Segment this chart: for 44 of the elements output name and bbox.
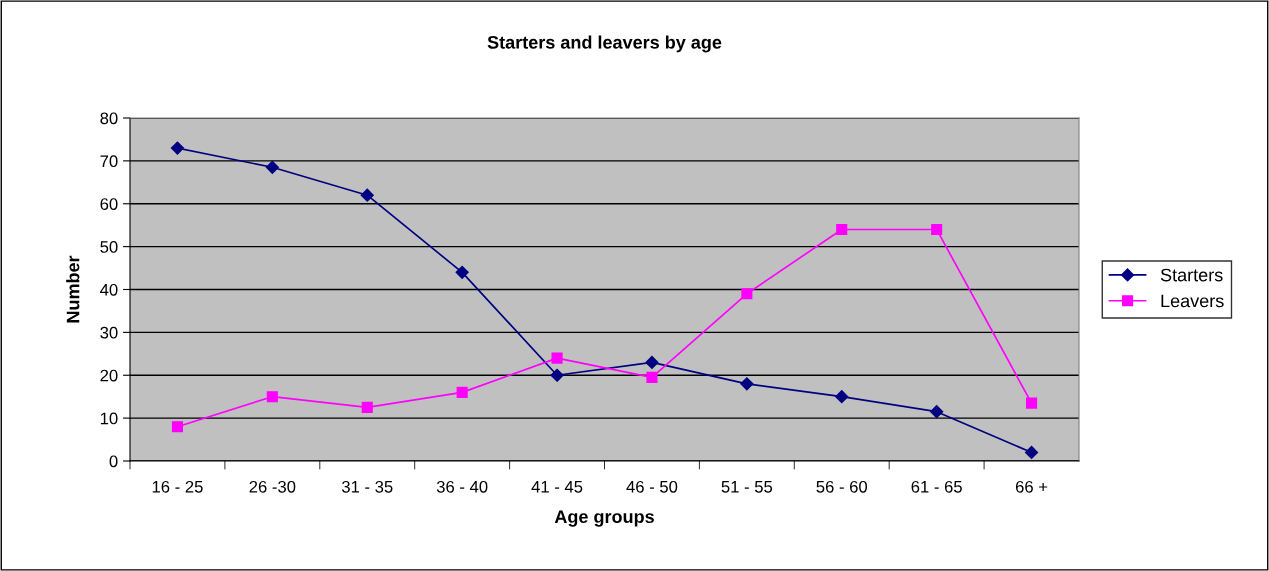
point — [266, 391, 278, 403]
point — [171, 421, 184, 433]
point — [835, 390, 849, 404]
point — [360, 188, 374, 202]
y-tick-label: 40 — [100, 283, 118, 296]
point — [645, 355, 659, 369]
legend-label: Leavers — [1161, 294, 1224, 308]
y-tick-label: 70 — [100, 155, 118, 168]
chart-title: Starters and leavers by age — [487, 35, 722, 53]
y-tick-label: 30 — [100, 326, 118, 339]
y-tick-label: 0 — [109, 455, 118, 468]
point — [930, 405, 944, 419]
x-tick-label: 46 - 50 — [626, 480, 678, 493]
y-tick-label: 20 — [100, 369, 118, 382]
point — [740, 377, 754, 391]
x-tick-label: 66 + — [1015, 480, 1048, 493]
point — [836, 223, 848, 236]
point — [551, 352, 563, 364]
point — [646, 371, 658, 383]
legend-label: Starters — [1160, 268, 1223, 282]
point — [931, 223, 943, 236]
x-tick-label: 16 - 25 — [152, 480, 203, 493]
x-tick-label: 26 -30 — [249, 480, 296, 493]
y-tick-label: 50 — [100, 241, 118, 253]
point — [265, 160, 279, 174]
x-tick-label: 51 - 55 — [721, 481, 773, 493]
y-tick-label: 80 — [100, 112, 118, 125]
x-axis-title: Age groups — [554, 510, 654, 527]
x-tick-label: 36 - 40 — [436, 480, 488, 493]
point — [361, 401, 373, 413]
point — [1024, 445, 1039, 460]
point — [1025, 397, 1038, 409]
y-tick-label: 60 — [100, 198, 118, 210]
point — [456, 386, 468, 398]
x-tick-label: 31 - 35 — [341, 480, 393, 493]
x-tick-label: 41 - 45 — [531, 481, 583, 493]
x-tick-label: 61 - 65 — [911, 480, 962, 493]
point — [741, 288, 753, 300]
y-tick-label: 10 — [100, 412, 118, 425]
point — [455, 265, 469, 279]
point — [170, 141, 185, 155]
y-axis-title: Number — [66, 255, 80, 323]
x-tick-label: 56 - 60 — [816, 480, 868, 493]
point — [550, 368, 564, 382]
